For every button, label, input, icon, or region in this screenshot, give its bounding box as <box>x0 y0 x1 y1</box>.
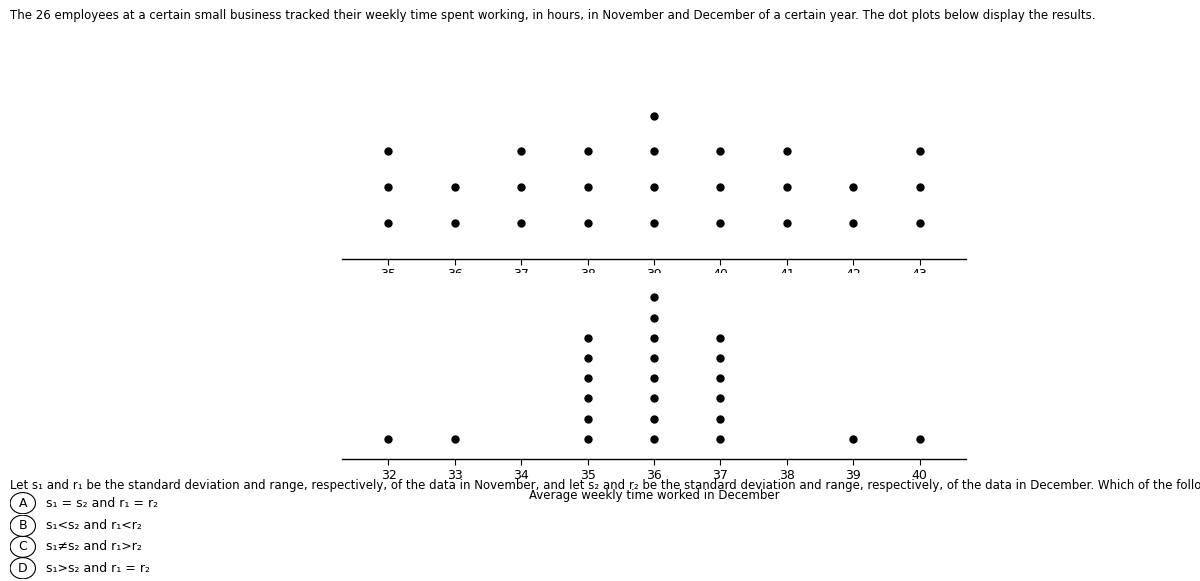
Text: C: C <box>18 540 28 553</box>
Text: Let s₁ and r₁ be the standard deviation and range, respectively, of the data in : Let s₁ and r₁ be the standard deviation … <box>10 479 1200 492</box>
X-axis label: Average weekly time worked in November: Average weekly time worked in November <box>529 288 779 301</box>
Text: s₁>s₂ and r₁ = r₂: s₁>s₂ and r₁ = r₂ <box>46 562 150 575</box>
Text: A: A <box>18 497 28 510</box>
Text: s₁ = s₂ and r₁ = r₂: s₁ = s₂ and r₁ = r₂ <box>46 497 157 510</box>
Text: s₁≠s₂ and r₁>r₂: s₁≠s₂ and r₁>r₂ <box>46 540 142 553</box>
Text: The 26 employees at a certain small business tracked their weekly time spent wor: The 26 employees at a certain small busi… <box>10 9 1096 21</box>
Text: D: D <box>18 562 28 575</box>
Text: B: B <box>18 519 28 532</box>
X-axis label: Average weekly time worked in December: Average weekly time worked in December <box>529 489 779 501</box>
Text: s₁<s₂ and r₁<r₂: s₁<s₂ and r₁<r₂ <box>46 519 142 532</box>
